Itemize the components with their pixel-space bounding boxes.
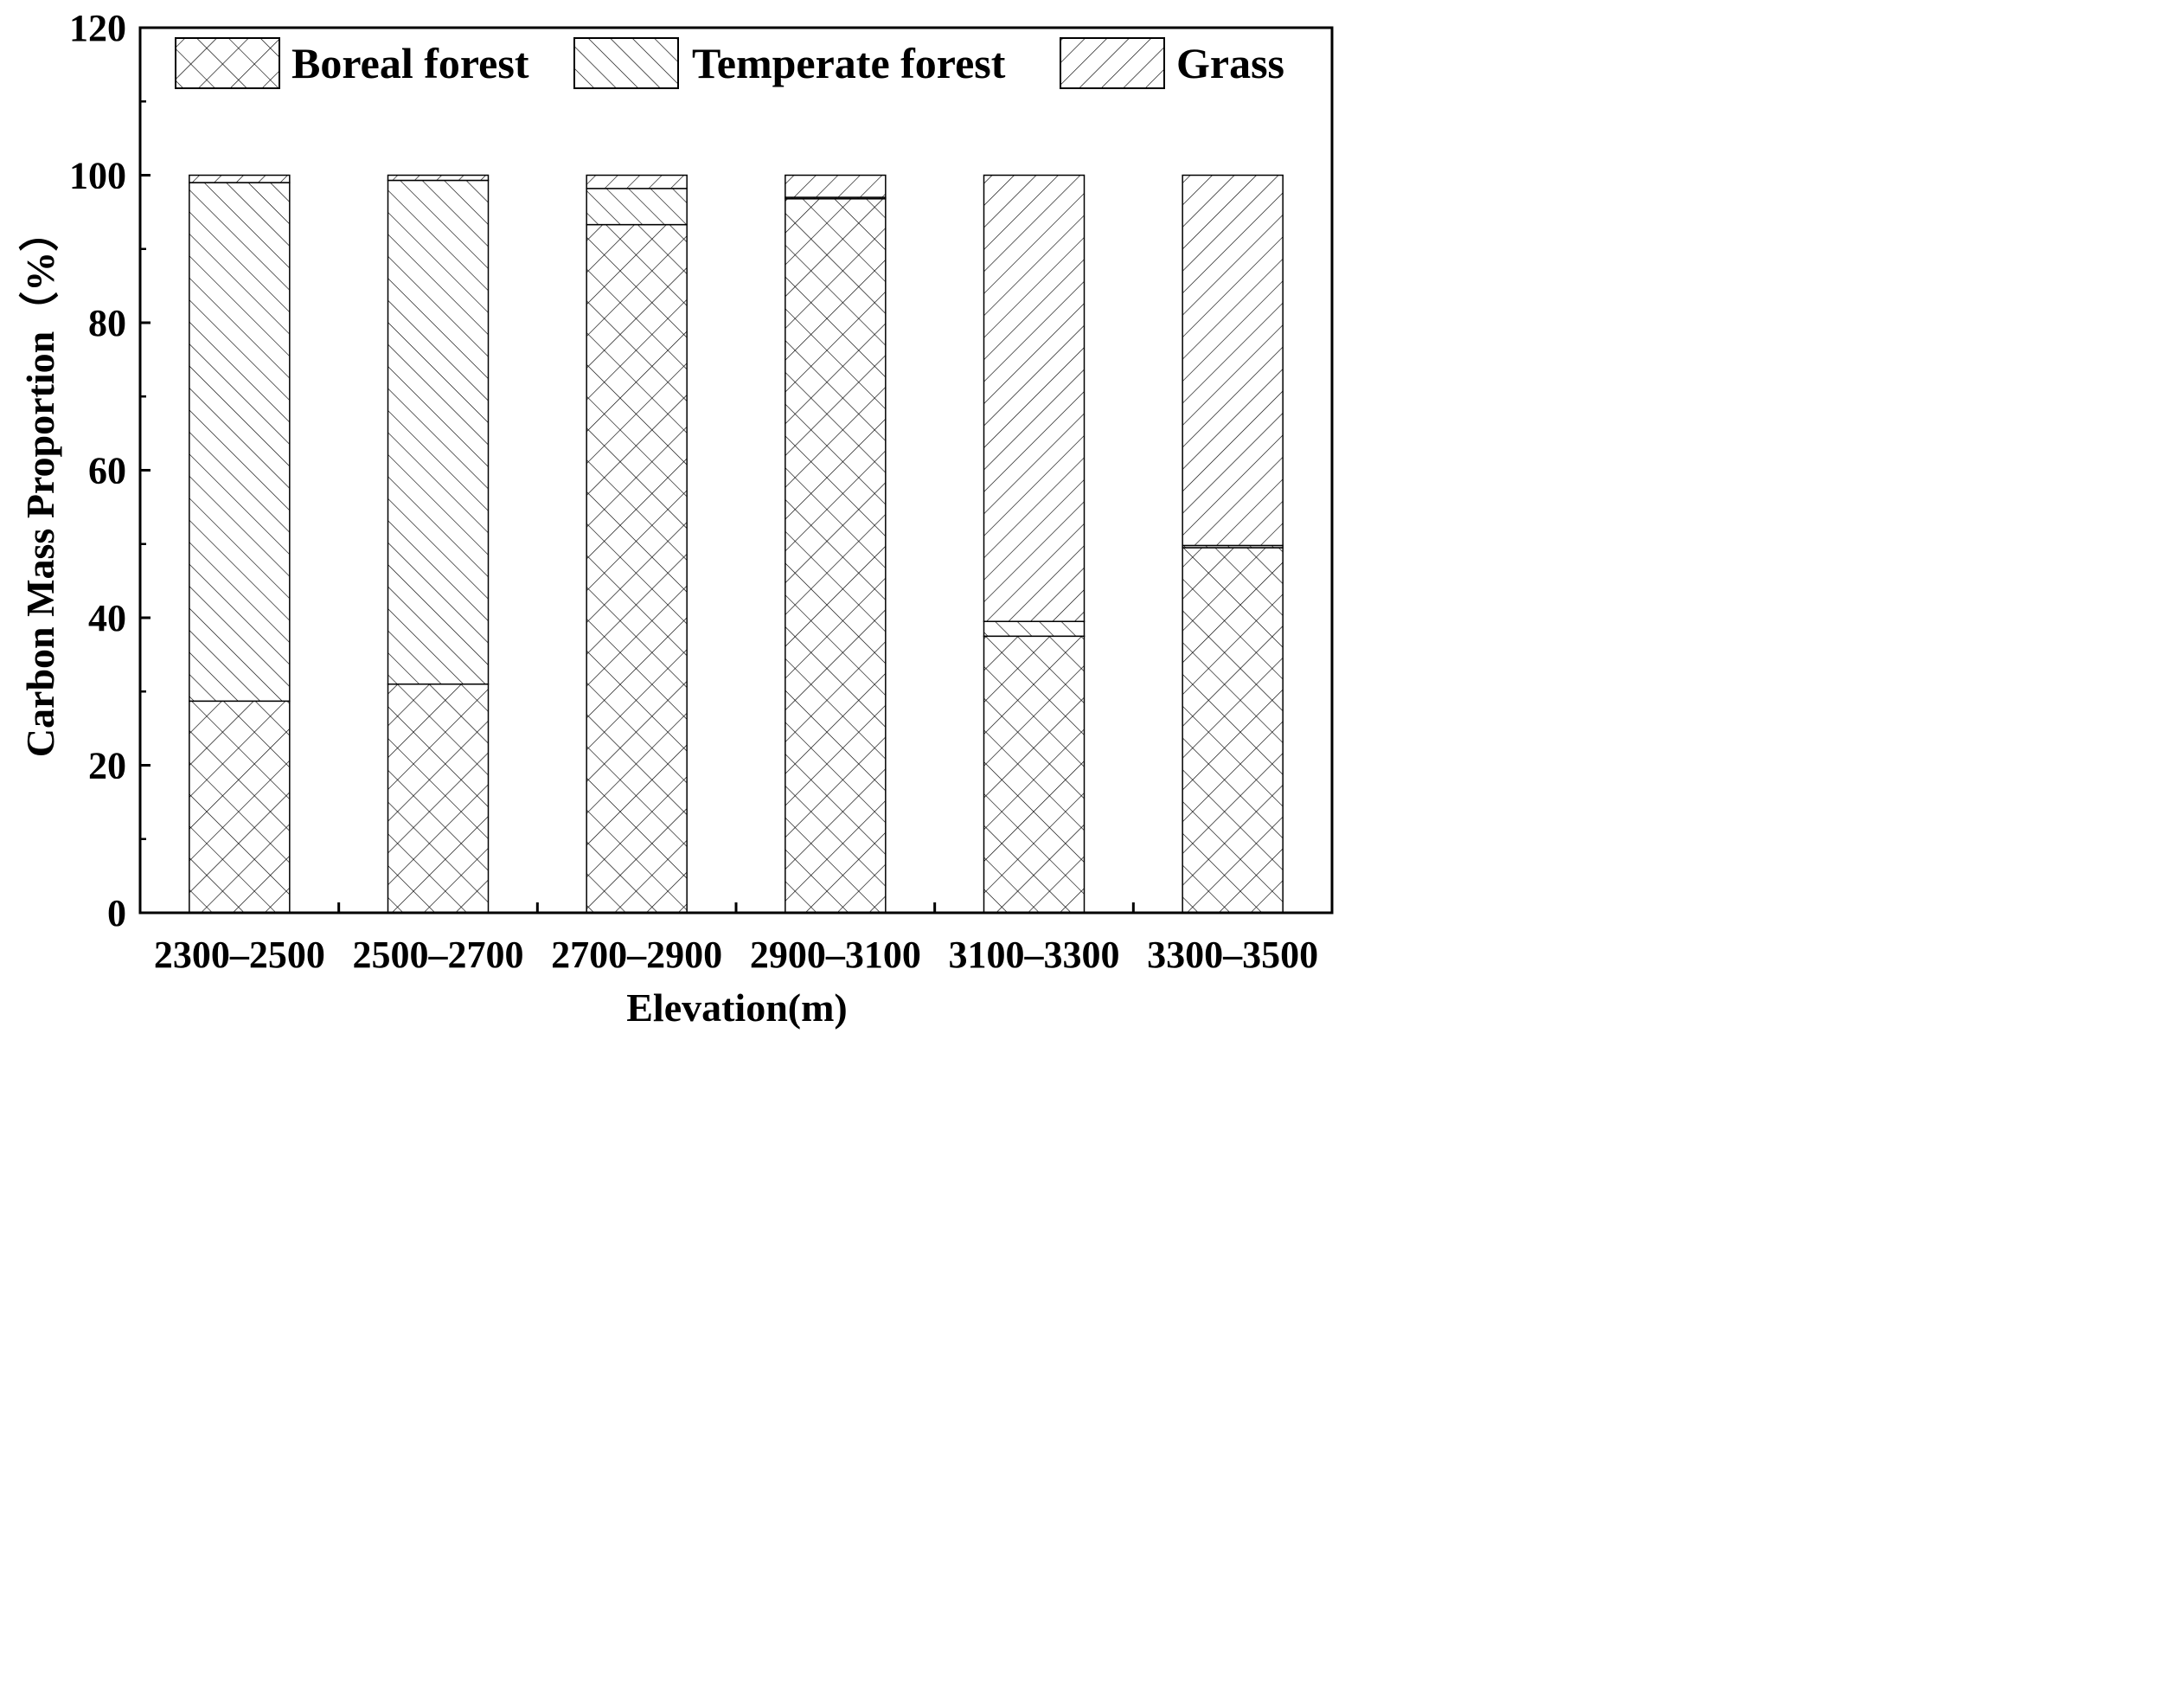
bar-grass-2300-2500 xyxy=(189,174,291,183)
x-tick-label: 2900–3100 xyxy=(750,934,921,976)
legend-label-temperate-forest: Temperate forest xyxy=(692,39,1006,87)
y-axis-title: Carbon Mass Proportion（%） xyxy=(18,212,62,757)
x-tick-label: 2700–2900 xyxy=(551,934,722,976)
bar-boreal-forest-3300-3500 xyxy=(1182,547,1284,914)
bar-boreal-forest-2300-2500 xyxy=(189,700,291,914)
bar-grass-2700-2900 xyxy=(586,174,688,189)
y-tick-label: 80 xyxy=(88,302,126,344)
bar-boreal-forest-2500-2700 xyxy=(387,683,490,914)
bar-boreal-forest-3100-3300 xyxy=(983,635,1086,914)
y-tick-label: 120 xyxy=(69,7,126,49)
y-tick-label: 100 xyxy=(69,155,126,197)
x-tick-label: 2300–2500 xyxy=(154,934,325,976)
bar-grass-3300-3500 xyxy=(1182,174,1284,547)
bar-temperate-forest-2500-2700 xyxy=(387,179,490,685)
legend-label-boreal-forest: Boreal forest xyxy=(291,39,529,87)
y-tick-label: 40 xyxy=(88,597,126,639)
bar-temperate-forest-2300-2500 xyxy=(189,182,291,703)
stacked-bar-chart: 0 20 40 60 80 100 120 2300–2500 2500–2700 2700–29… xyxy=(18,7,1334,1030)
bar-temperate-forest-2700-2900 xyxy=(586,188,688,226)
x-axis-title: Elevation(m) xyxy=(626,985,848,1030)
legend-swatch-temperate-forest xyxy=(573,37,679,89)
x-tick-label: 3300–3500 xyxy=(1147,934,1318,976)
bars-layer xyxy=(189,174,1284,914)
bar-boreal-forest-2700-2900 xyxy=(586,223,688,914)
bar-temperate-forest-3100-3300 xyxy=(983,620,1086,638)
legend-swatch-boreal-forest xyxy=(175,37,280,89)
legend-swatch-grass xyxy=(1060,37,1165,89)
y-tick-label: 0 xyxy=(107,892,126,934)
bar-boreal-forest-2900-3100 xyxy=(785,198,887,914)
legend-label-grass: Grass xyxy=(1176,39,1284,87)
legend: Boreal forest Temperate forest Grass xyxy=(175,37,1284,89)
bar-grass-3100-3300 xyxy=(983,174,1086,623)
y-tick-label: 60 xyxy=(88,450,126,492)
plot-frame xyxy=(138,26,1334,915)
y-tick-label: 20 xyxy=(88,745,126,787)
x-tick-label: 3100–3300 xyxy=(949,934,1120,976)
bar-grass-2900-3100 xyxy=(785,174,887,198)
x-tick-label: 2500–2700 xyxy=(353,934,524,976)
axes-layer: 0 20 40 60 80 100 120 2300–2500 2500–2700 2700–29… xyxy=(69,7,1334,976)
bar-grass-2500-2700 xyxy=(387,174,490,182)
chart-container: 0 20 40 60 80 100 120 2300–2500 2500–2700 2700–29… xyxy=(0,0,1348,1042)
